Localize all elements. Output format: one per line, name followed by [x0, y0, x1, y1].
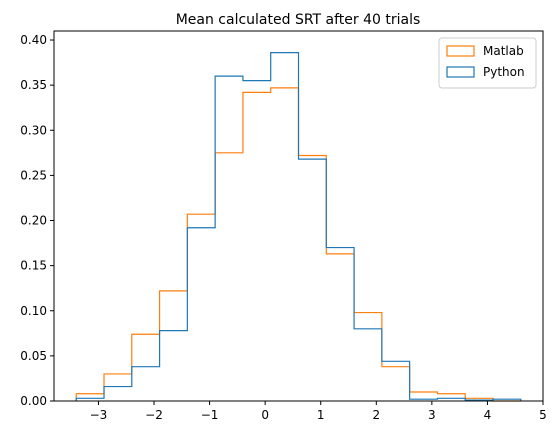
x-tick-label: 2 [372, 408, 380, 422]
axes-frame [53, 30, 544, 402]
x-tick-label: 4 [484, 408, 492, 422]
legend: Matlab Python [438, 37, 537, 89]
legend-label-matlab: Matlab [483, 44, 524, 58]
legend-swatch-matlab [446, 45, 475, 57]
x-tick-label: 1 [317, 408, 325, 422]
y-tick-label: 0.20 [20, 214, 47, 228]
y-tick-label: 0.15 [20, 259, 47, 273]
x-tick-label: 3 [428, 408, 436, 422]
x-tick-label: 0 [261, 408, 269, 422]
x-tick-label: −1 [201, 408, 219, 422]
y-tick-label: 0.30 [20, 123, 47, 137]
x-tick-label: −3 [90, 408, 108, 422]
y-tick-label: 0.10 [20, 304, 47, 318]
legend-label-python: Python [483, 65, 525, 79]
plot-area [75, 52, 522, 402]
x-tick-label: −2 [145, 408, 163, 422]
x-tick-label: 5 [539, 408, 547, 422]
y-tick-label: 0.40 [20, 33, 47, 47]
x-axis: −3 −2 −1 0 1 2 3 4 5 [90, 401, 547, 422]
y-axis: 0.00 0.05 0.10 0.15 0.20 0.25 0.30 0.35 0.40 [20, 33, 54, 408]
y-tick-label: 0.00 [20, 394, 47, 408]
y-tick-label: 0.25 [20, 168, 47, 182]
chart-title: Mean calculated SRT after 40 trials [176, 12, 421, 28]
legend-swatch-python [446, 66, 475, 78]
y-tick-label: 0.05 [20, 349, 47, 363]
y-tick-label: 0.35 [20, 78, 47, 92]
legend-box [438, 37, 537, 89]
histogram-series-python [75, 52, 522, 401]
